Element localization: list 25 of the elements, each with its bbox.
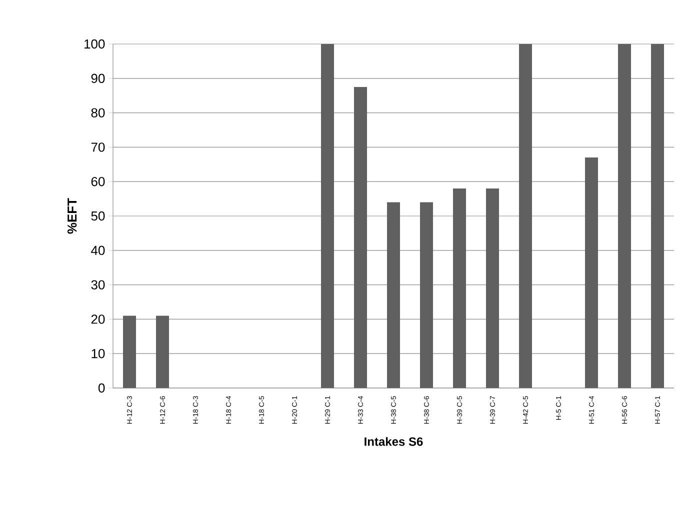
bar (486, 188, 500, 388)
bar (420, 202, 434, 388)
y-tick-label: 30 (91, 280, 105, 290)
bar (585, 158, 598, 388)
bar (156, 316, 170, 388)
bar (123, 316, 136, 388)
bar (354, 86, 368, 388)
x-axis-title: Intakes S6 (364, 437, 423, 446)
bar (519, 44, 532, 388)
y-tick-label: 20 (91, 314, 105, 324)
y-tick-label: 60 (91, 176, 105, 186)
y-tick-label: 10 (92, 348, 105, 358)
bar (651, 44, 664, 388)
y-tick-label: 50 (91, 211, 105, 221)
bar (453, 188, 466, 388)
y-tick-label: 100 (84, 39, 105, 49)
y-tick-label: 70 (91, 142, 105, 152)
y-axis-title: %EFT (67, 198, 77, 234)
y-tick-label: 80 (91, 108, 105, 118)
bar (387, 202, 400, 388)
y-tick-label: 90 (91, 74, 105, 83)
y-tick-label: 40 (91, 246, 105, 255)
y-tick-label: 0 (98, 383, 105, 393)
bar (321, 44, 334, 388)
bar (618, 44, 632, 388)
